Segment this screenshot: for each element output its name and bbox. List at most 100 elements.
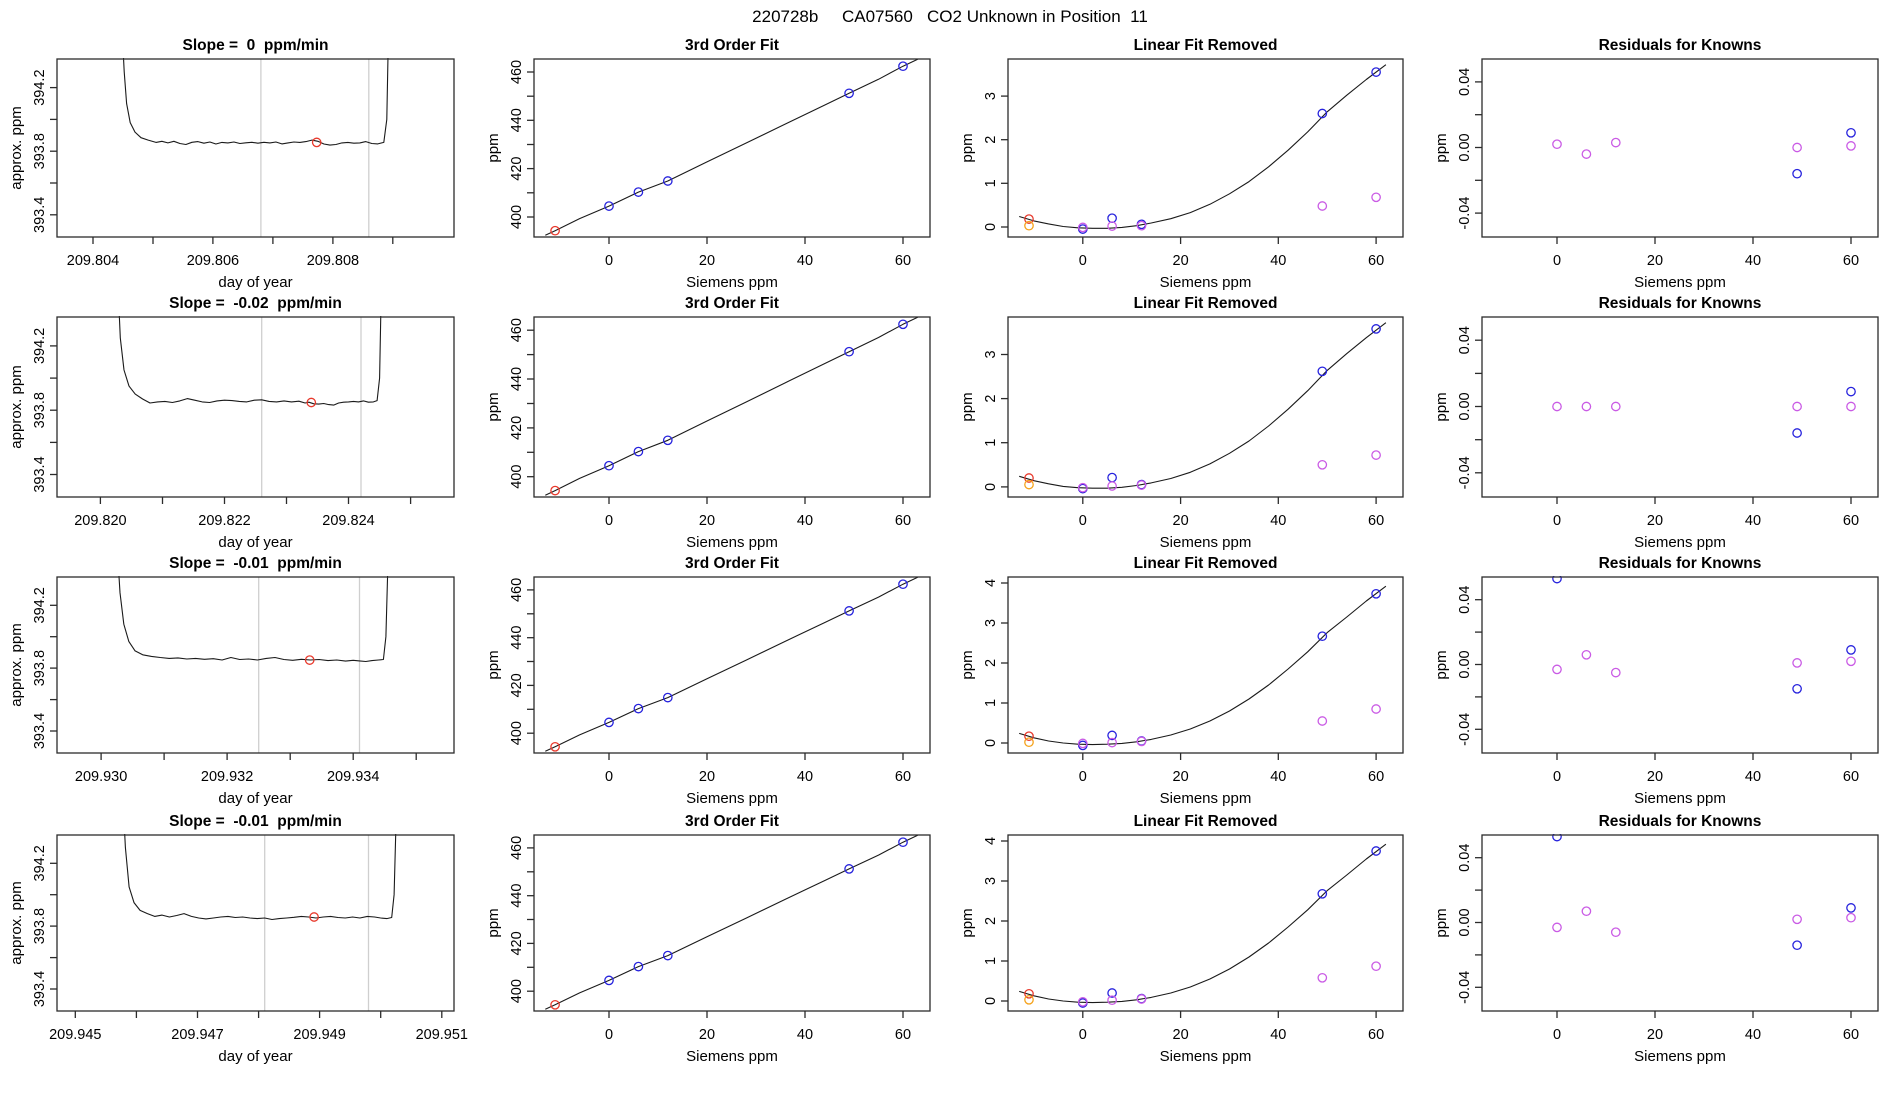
residuals-magenta-point	[1846, 656, 1856, 667]
x-tick-label: 0	[1553, 513, 1561, 529]
y-tick-label: 393.8	[32, 392, 48, 428]
x-tick-label: 60	[1368, 513, 1384, 529]
x-tick-label: 0	[605, 1027, 613, 1043]
residuals-blue-point	[1792, 940, 1802, 951]
x-tick-label: 60	[895, 253, 911, 269]
plot-box	[56, 316, 455, 498]
orange-point-point	[1024, 994, 1034, 1005]
x-tick-label: 40	[797, 1027, 813, 1043]
sample-marker-point	[311, 137, 322, 148]
red-point-point	[1024, 988, 1034, 999]
known-points-point	[604, 460, 614, 471]
known-points-point	[633, 446, 644, 457]
blue-points-point	[1107, 730, 1117, 741]
panel-linear-fit-removed-row1: 0 20 40 60 0 1 2 3 Linear Fit Removed Siemens ppm…	[959, 37, 1404, 291]
x-tick-label: 60	[1843, 513, 1859, 529]
y-axis-label: ppm	[959, 908, 976, 937]
x-tick-label: 20	[1173, 769, 1189, 785]
page-title: 220728b CA07560 CO2 Unknown in Position …	[752, 7, 1148, 26]
plot-box	[533, 576, 931, 754]
x-axis-label: Siemens ppm	[1634, 790, 1726, 807]
blue-points-point	[1317, 888, 1328, 899]
y-tick-label: 1	[983, 179, 999, 187]
y-tick-label: 393.4	[32, 197, 48, 233]
panel-slope-row3: 209.930 209.932 209.934 393.4 393.8 394.2 Slop…	[8, 555, 455, 807]
x-tick-label: 40	[1270, 513, 1286, 529]
blue-points-point	[1107, 988, 1117, 998]
y-tick-label: 420	[509, 931, 525, 955]
residuals-magenta-point	[1846, 912, 1856, 923]
residuals-magenta-point	[1610, 401, 1621, 412]
y-tick-label: 0	[983, 483, 999, 491]
panel-title: Residuals for Knowns	[1599, 295, 1762, 312]
plot-box	[56, 58, 455, 238]
x-tick-label: 0	[1079, 1027, 1087, 1043]
known-points-point	[898, 579, 908, 590]
orange-point-point	[1024, 220, 1034, 231]
plot-box	[1007, 58, 1404, 238]
orange-point-point	[1024, 737, 1034, 748]
panel-title: 3rd Order Fit	[685, 295, 779, 312]
x-axis-label: day of year	[218, 790, 292, 807]
sample-marker-point	[309, 912, 319, 922]
y-tick-label: 0.04	[1457, 586, 1473, 614]
residuals-magenta-point	[1792, 401, 1802, 412]
y-tick-label: 0	[983, 739, 999, 747]
known-points-point	[662, 176, 673, 186]
magenta-points-point	[1317, 716, 1328, 726]
magenta-points-point	[1107, 481, 1117, 491]
plot-box	[1481, 834, 1879, 1012]
x-tick-label: 0	[1079, 769, 1087, 785]
unknown-point-point	[550, 485, 560, 496]
fit-line	[545, 576, 918, 752]
y-tick-label: -0.04	[1457, 197, 1473, 230]
x-tick-label: 20	[1647, 769, 1663, 785]
known-points-point	[604, 975, 614, 986]
co2-trace	[122, 58, 389, 146]
y-tick-label: 0.00	[1457, 392, 1473, 420]
magenta-points-point	[1077, 482, 1088, 493]
y-tick-label: 400	[509, 721, 525, 745]
magenta-points-point	[1317, 459, 1328, 470]
x-axis-label: day of year	[218, 534, 292, 551]
x-axis-label: Siemens ppm	[1634, 274, 1726, 291]
blue-points-point	[1317, 631, 1328, 642]
panel-title: 3rd Order Fit	[685, 813, 779, 830]
x-tick-label: 60	[1368, 769, 1384, 785]
residuals-magenta-point	[1792, 914, 1802, 925]
known-points-point	[604, 717, 614, 728]
y-tick-label: 2	[983, 917, 999, 925]
magenta-points-point	[1317, 972, 1328, 983]
known-points-point	[898, 837, 908, 848]
panel-residuals-row3: 0 20 40 60 -0.04 0.00 0.04 Residuals for Knowns…	[1433, 555, 1879, 807]
y-tick-label: 393.4	[32, 456, 48, 492]
residuals-blue-point	[1846, 645, 1856, 655]
known-points-point	[633, 703, 644, 714]
y-tick-label: 400	[509, 465, 525, 489]
y-tick-label: 440	[509, 367, 525, 391]
magenta-points-point	[1371, 450, 1381, 460]
residuals-blue-point	[1792, 168, 1802, 179]
y-axis-label: approx. ppm	[8, 623, 25, 706]
magenta-points-point	[1371, 192, 1381, 203]
panel-slope-row1: 209.804 209.806 209.808 393.4 393.8 394.2 Slop…	[8, 37, 455, 291]
unknown-point-point	[550, 741, 560, 752]
x-tick-label: 0	[1079, 513, 1087, 529]
y-axis-label: ppm	[485, 133, 502, 162]
red-point-point	[1024, 473, 1034, 483]
x-tick-label: 60	[1843, 769, 1859, 785]
panel-title: Linear Fit Removed	[1134, 555, 1278, 572]
known-points-point	[844, 346, 854, 357]
residuals-magenta-point	[1846, 401, 1856, 412]
panel-title: Slope = -0.01 ppm/min	[169, 813, 342, 830]
known-points-point	[898, 319, 908, 330]
panel-title: Slope = -0.01 ppm/min	[169, 555, 342, 572]
x-tick-label: 20	[699, 769, 715, 785]
residuals-magenta-point	[1552, 401, 1562, 412]
panel-residuals-row1: 0 20 40 60 -0.04 0.00 0.04 Residuals for Knowns…	[1433, 37, 1879, 291]
panel-third-order-fit-row4: 0 20 40 60 400 420 440 460 3rd Order Fit Siemens …	[485, 813, 931, 1065]
plot-box	[1007, 834, 1404, 1012]
panel-title: Linear Fit Removed	[1134, 813, 1278, 830]
y-tick-label: 3	[983, 92, 999, 100]
